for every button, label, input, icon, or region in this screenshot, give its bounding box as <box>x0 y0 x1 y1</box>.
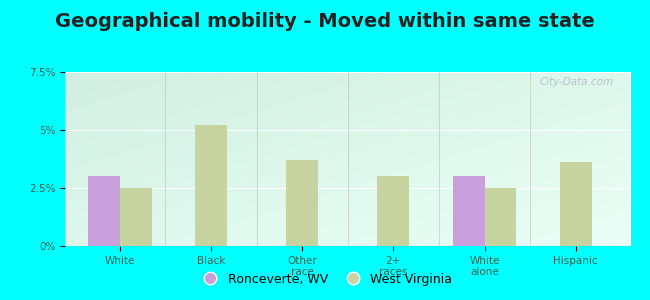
Legend: Ronceverte, WV, West Virginia: Ronceverte, WV, West Virginia <box>192 268 458 291</box>
Bar <box>120 188 151 246</box>
Text: Geographical mobility - Moved within same state: Geographical mobility - Moved within sam… <box>55 12 595 31</box>
Bar <box>378 176 410 246</box>
Bar <box>195 125 227 246</box>
Bar <box>452 176 484 246</box>
Bar <box>560 163 592 246</box>
Bar <box>286 160 318 246</box>
Bar <box>88 176 120 246</box>
Bar <box>484 188 517 246</box>
Text: City-Data.com: City-Data.com <box>540 77 614 87</box>
